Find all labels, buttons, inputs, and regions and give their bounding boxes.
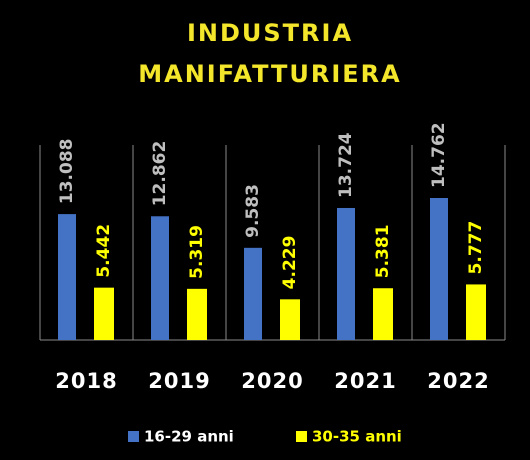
bar	[151, 216, 169, 340]
x-tick-label: 2020	[241, 369, 303, 393]
value-label: 5.381	[373, 224, 393, 278]
bar	[94, 287, 114, 340]
legend-swatch	[128, 431, 139, 442]
bar	[466, 284, 486, 340]
legend-label: 16-29 anni	[144, 428, 234, 446]
legend-label: 30-35 anni	[312, 428, 402, 446]
bar	[187, 288, 207, 340]
bar	[58, 214, 76, 340]
value-label: 5.442	[94, 224, 114, 278]
value-label: 14.762	[429, 122, 449, 188]
bar	[430, 198, 448, 340]
bar	[244, 247, 262, 340]
value-label: 5.777	[466, 221, 486, 275]
bar	[373, 288, 393, 340]
value-label: 13.088	[57, 138, 77, 204]
x-tick-label: 2019	[148, 369, 210, 393]
value-label: 12.862	[150, 141, 170, 207]
value-label: 4.229	[280, 236, 300, 290]
legend-swatch	[296, 431, 307, 442]
x-tick-label: 2018	[55, 369, 117, 393]
value-label: 5.319	[187, 225, 207, 279]
x-tick-label: 2021	[334, 369, 396, 393]
chart-title: MANIFATTURIERA	[138, 60, 401, 88]
bar	[337, 207, 355, 340]
bar	[280, 299, 300, 340]
value-label: 13.724	[336, 132, 356, 198]
x-tick-label: 2022	[427, 369, 489, 393]
value-label: 9.583	[243, 184, 263, 238]
chart-title: INDUSTRIA	[187, 19, 353, 47]
